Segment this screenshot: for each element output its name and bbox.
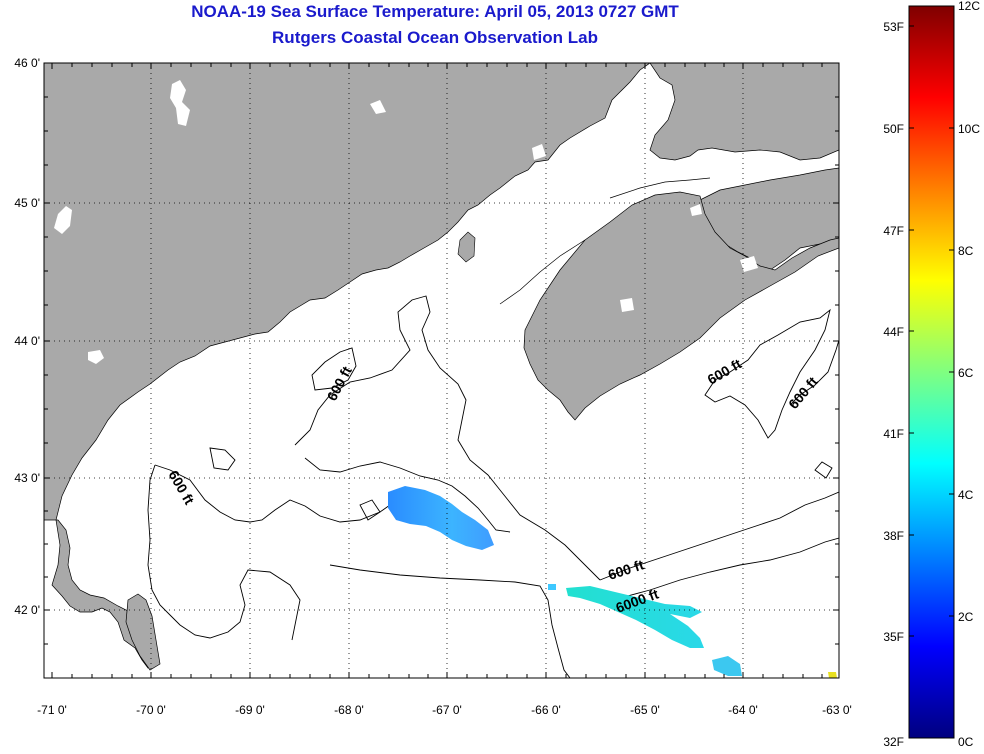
- lat-label-42: 42 0': [14, 603, 40, 617]
- colorbar: [908, 5, 955, 739]
- land-cape-cod: [125, 593, 161, 671]
- land-nova-scotia: [523, 191, 839, 421]
- lat-label-43: 43 0': [14, 471, 40, 485]
- colorbar-f-32: 32F: [883, 735, 904, 749]
- lon-label-67: -67 0': [432, 703, 462, 717]
- sst-patch-southeast: [566, 586, 704, 648]
- land-grand-manan: [457, 231, 476, 263]
- lon-label-71: -71 0': [37, 703, 67, 717]
- lon-label-70: -70 0': [136, 703, 166, 717]
- colorbar-c-2: 2C: [958, 610, 974, 624]
- map-title: NOAA-19 Sea Surface Temperature: April 0…: [191, 2, 679, 21]
- lat-label-45: 45 0': [14, 196, 40, 210]
- colorbar-f-41: 41F: [883, 427, 904, 441]
- colorbar-f-50: 50F: [883, 122, 904, 136]
- lon-label-63: -63 0': [822, 703, 852, 717]
- colorbar-f-38: 38F: [883, 529, 904, 543]
- map-subtitle: Rutgers Coastal Ocean Observation Lab: [272, 28, 598, 47]
- colorbar-f-35: 35F: [883, 630, 904, 644]
- lat-label-46: 46 0': [14, 56, 40, 70]
- colorbar-c-8: 8C: [958, 244, 974, 258]
- lon-label-66: -66 0': [531, 703, 561, 717]
- colorbar-c-0: 0C: [958, 735, 974, 749]
- land-new-brunswick: [649, 63, 839, 161]
- lon-label-68: -68 0': [334, 703, 364, 717]
- colorbar-c-4: 4C: [958, 488, 974, 502]
- frame-ticks: [44, 62, 840, 678]
- colorbar-c-10: 10C: [958, 122, 980, 136]
- sst-patch-central: [388, 486, 494, 550]
- colorbar-c-12: 12C: [958, 0, 980, 13]
- lat-label-44: 44 0': [14, 334, 40, 348]
- colorbar-f-47: 47F: [883, 224, 904, 238]
- colorbar-f-53: 53F: [883, 20, 904, 34]
- depth-contours: [147, 295, 839, 678]
- map-frame: [43, 62, 840, 679]
- colorbar-c-6: 6C: [958, 366, 974, 380]
- lon-label-65: -65 0': [630, 703, 660, 717]
- colorbar-f-44: 44F: [883, 325, 904, 339]
- colorbar-ticks: [909, 5, 954, 637]
- lon-label-69: -69 0': [235, 703, 265, 717]
- lon-label-64: -64 0': [728, 703, 758, 717]
